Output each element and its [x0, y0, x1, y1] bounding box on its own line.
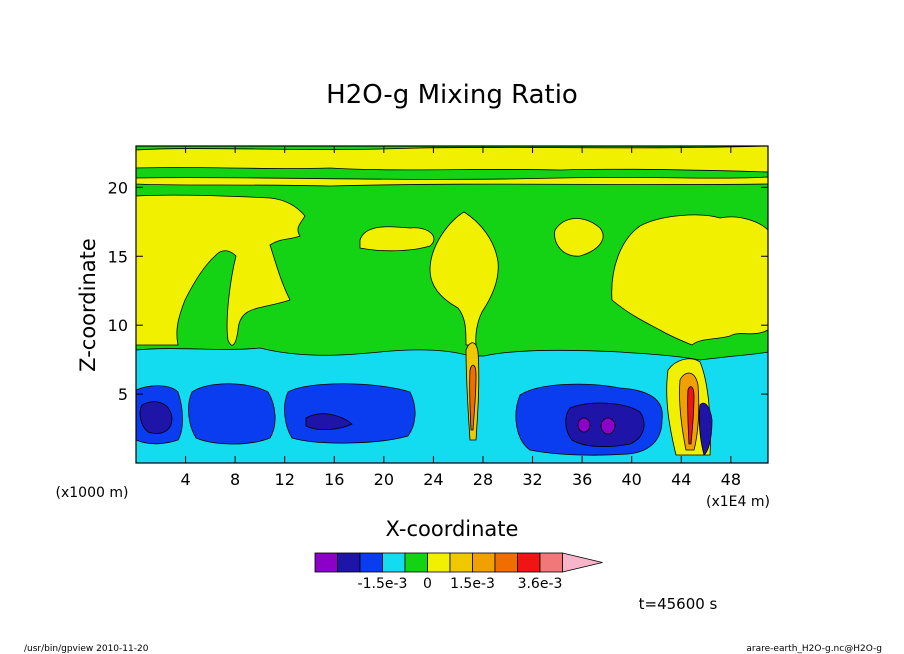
footer-right: arare-earth_H2O-g.nc@H2O-g — [746, 644, 882, 654]
colorbar-swatch — [472, 552, 496, 573]
x-axis: 4 8 12 16 20 24 28 32 36 40 44 48 — [180, 146, 741, 489]
colorbar-swatch — [337, 552, 361, 573]
colorbar-labels: -1.5e-3 0 1.5e-3 3.6e-3 — [358, 576, 563, 592]
colorbar-swatch — [517, 552, 541, 573]
footer-left: /usr/bin/gpview 2010-11-20 — [24, 644, 149, 654]
colorbar-label: 3.6e-3 — [518, 576, 563, 592]
time-label: t=45600 s — [639, 595, 718, 613]
field-yellow-plume-27 — [429, 211, 499, 346]
x-tick-label: 44 — [671, 470, 691, 489]
x-axis-label: X-coordinate — [386, 517, 519, 541]
field-yellow-blob-left — [136, 194, 306, 346]
chart-title: H2O-g Mixing Ratio — [326, 80, 578, 110]
field-plume-27-core — [465, 342, 480, 441]
colorbar-swatch — [382, 552, 406, 573]
x-tick-label: 48 — [721, 470, 741, 489]
y-axis: 5 10 15 20 — [108, 178, 768, 404]
x-tick-label: 32 — [522, 470, 542, 489]
x-tick-label: 36 — [572, 470, 592, 489]
field-yellow-blob-mid2 — [554, 218, 604, 257]
x-tick-label: 20 — [374, 470, 394, 489]
x-tick-label: 28 — [473, 470, 493, 489]
x-unit-right: (x1E4 m) — [706, 494, 770, 510]
x-tick-label: 8 — [230, 470, 240, 489]
field-yellow-blob-right — [611, 214, 768, 346]
colorbar-label: 0 — [423, 576, 432, 592]
y-tick-label: 20 — [108, 178, 128, 197]
field-yellow-blob-mid1 — [359, 226, 435, 252]
colorbar-extend-arrow — [562, 552, 603, 573]
x-tick-label: 40 — [622, 470, 642, 489]
y-tick-label: 5 — [118, 385, 128, 404]
x-tick-label: 4 — [180, 470, 190, 489]
colorbar-swatch — [314, 552, 338, 573]
y-axis-label: Z-coordinate — [76, 238, 100, 372]
colorbar-swatch — [427, 552, 451, 573]
field-violet-cores — [577, 417, 616, 435]
x-tick-label: 12 — [275, 470, 295, 489]
field-yellow-stripe-a — [136, 176, 768, 187]
x-tick-label: 16 — [324, 470, 344, 489]
colorbar-label: 1.5e-3 — [450, 576, 495, 592]
y-tick-label: 10 — [108, 316, 128, 335]
contour-field — [136, 146, 768, 463]
colorbar-label: -1.5e-3 — [358, 576, 408, 592]
field-upper-yellow-band — [136, 146, 768, 173]
field-plume-45-core — [666, 358, 713, 456]
colorbar-swatch — [404, 552, 428, 573]
x-tick-label: 24 — [423, 470, 443, 489]
colorbar-swatch — [449, 552, 473, 573]
plot-frame — [135, 145, 769, 464]
colorbar-swatch — [359, 552, 383, 573]
colorbar-swatch — [494, 552, 518, 573]
colorbar — [314, 552, 603, 573]
colorbar-swatch — [539, 552, 563, 573]
x-unit-left: (x1000 m) — [56, 485, 129, 501]
y-tick-label: 15 — [108, 247, 128, 266]
